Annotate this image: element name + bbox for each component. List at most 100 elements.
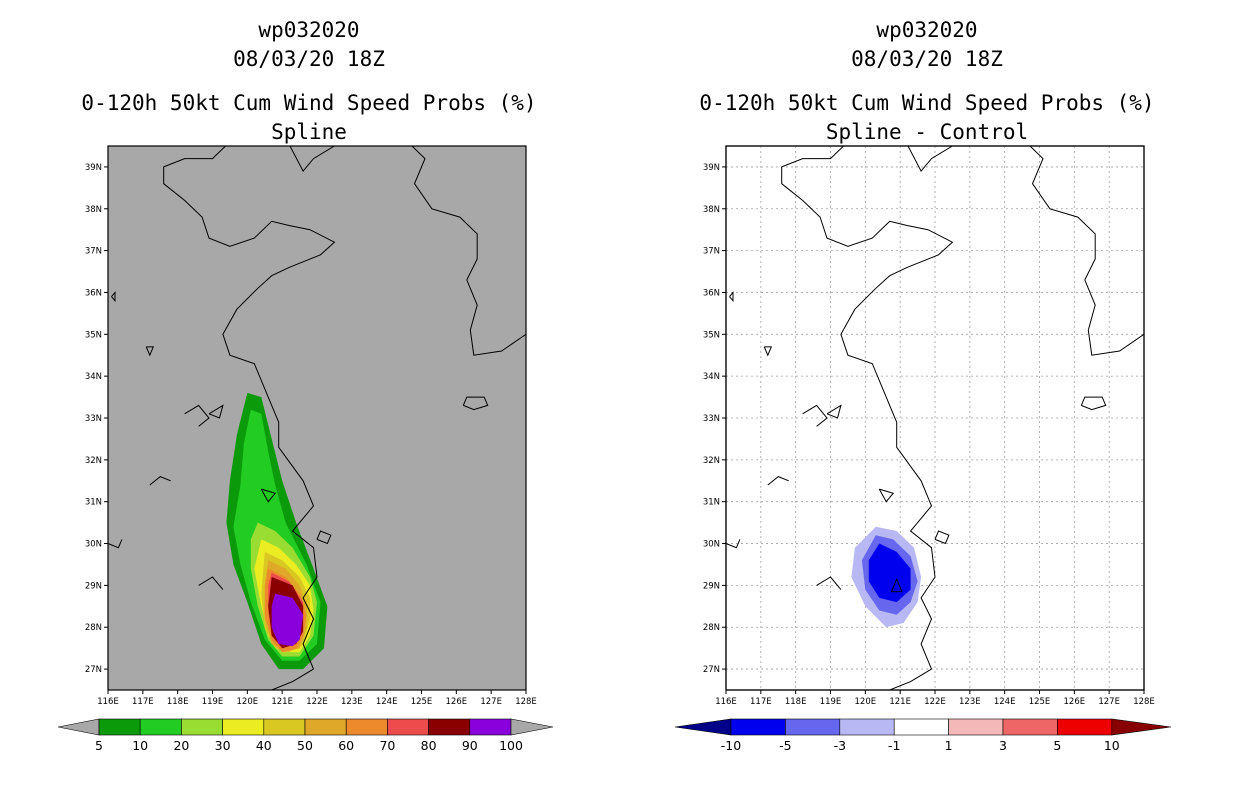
y-tick-label: 33N bbox=[703, 414, 720, 424]
y-tick-label: 31N bbox=[85, 498, 102, 508]
island bbox=[878, 488, 895, 503]
plot-frame-top bbox=[725, 145, 1145, 691]
x-tick-label: 125E bbox=[1029, 697, 1051, 707]
plot-frame bbox=[107, 145, 527, 691]
left-title: 0-120h 50kt Cum Wind Speed Probs (%) bbox=[81, 91, 537, 115]
island bbox=[826, 404, 842, 419]
colorbar-label: 30 bbox=[215, 738, 231, 753]
probability-field bbox=[226, 392, 328, 670]
colorbar-swatch bbox=[428, 718, 471, 736]
lake-outline bbox=[107, 539, 123, 549]
x-tick-label: 126E bbox=[446, 697, 468, 707]
island bbox=[1080, 396, 1107, 411]
colorbar-label: 80 bbox=[421, 738, 437, 753]
y-tick-label: 37N bbox=[703, 247, 720, 257]
colorbar-swatch bbox=[469, 718, 512, 736]
x-tick-label: 122E bbox=[924, 697, 946, 707]
colorbar-left-arrow bbox=[57, 718, 100, 736]
colorbar-label: 5 bbox=[1053, 738, 1061, 753]
coastlines bbox=[725, 146, 1144, 690]
x-tick-label: 117E bbox=[750, 697, 772, 707]
lake-outline bbox=[816, 576, 842, 590]
colorbar-swatch bbox=[345, 718, 388, 736]
lake-outline bbox=[725, 539, 741, 549]
x-tick-label: 123E bbox=[341, 697, 363, 707]
colorbar-swatch bbox=[181, 718, 223, 736]
coastlines bbox=[107, 146, 526, 690]
right-map-svg: 116E 117E 118E 119E 120E 121E 122E 123E 124E 125E… bbox=[674, 145, 1172, 753]
coastline-korea bbox=[907, 146, 1144, 356]
x-tick-label: 128E bbox=[1133, 697, 1155, 707]
island bbox=[763, 346, 773, 357]
x-tick-label: 121E bbox=[271, 697, 293, 707]
left-subtitle: Spline bbox=[271, 120, 347, 144]
axes: 116E 117E 118E 119E 120E 121E 122E 123E 124E 125E… bbox=[85, 145, 537, 707]
colorbar-right-arrow bbox=[1111, 718, 1172, 736]
x-tick-label: 116E bbox=[97, 697, 119, 707]
island bbox=[729, 291, 734, 303]
colorbar-label: 70 bbox=[379, 738, 395, 753]
colorbar-swatch bbox=[263, 718, 306, 736]
colorbar-label: 100 bbox=[499, 738, 523, 753]
y-tick-label: 38N bbox=[703, 205, 720, 215]
x-tick-label: 127E bbox=[1098, 697, 1120, 707]
x-tick-label: 121E bbox=[889, 697, 911, 707]
coastline-south bbox=[271, 668, 314, 690]
left-storm-id: wp032020 bbox=[258, 18, 360, 42]
colorbar-label: 60 bbox=[338, 738, 354, 753]
y-tick-label: 28N bbox=[85, 623, 102, 633]
x-tick-label: 122E bbox=[306, 697, 328, 707]
colorbar-swatch bbox=[304, 718, 347, 736]
coastline-south bbox=[889, 668, 932, 690]
colorbar-label: 5 bbox=[95, 738, 103, 753]
y-tick-label: 27N bbox=[703, 665, 720, 675]
y-tick-label: 34N bbox=[703, 372, 720, 382]
island bbox=[260, 488, 277, 503]
lake-outline bbox=[184, 404, 210, 427]
y-tick-label: 39N bbox=[703, 163, 720, 173]
x-tick-label: 124E bbox=[994, 697, 1016, 707]
colorbar-label: 10 bbox=[1104, 738, 1120, 753]
x-tick-label: 127E bbox=[480, 697, 502, 707]
colorbar-label: 10 bbox=[132, 738, 148, 753]
colorbar-swatch bbox=[948, 718, 1004, 736]
lake-outline bbox=[802, 404, 828, 427]
y-tick-label: 28N bbox=[703, 623, 720, 633]
colorbar-label: 20 bbox=[173, 738, 189, 753]
y-tick-label: 29N bbox=[703, 581, 720, 591]
left-chart-panel: wp032020 08/03/20 18Z 0-120h 50kt Cum Wi… bbox=[57, 18, 554, 753]
y-tick-label: 38N bbox=[85, 205, 102, 215]
colorbar-label: -3 bbox=[834, 738, 846, 753]
island bbox=[111, 291, 116, 303]
y-tick-label: 36N bbox=[85, 288, 102, 298]
right-subtitle: Spline - Control bbox=[825, 120, 1029, 144]
y-tick-label: 33N bbox=[85, 414, 102, 424]
y-tick-label: 30N bbox=[85, 540, 102, 550]
right-chart-panel: wp032020 08/03/20 18Z 0-120h 50kt Cum Wi… bbox=[618, 0, 1236, 800]
colorbar: 5 10 20 30 40 50 60 70 80 90 100 bbox=[57, 718, 554, 753]
x-tick-label: 120E bbox=[855, 697, 877, 707]
y-tick-label: 34N bbox=[85, 372, 102, 382]
right-title: 0-120h 50kt Cum Wind Speed Probs (%) bbox=[699, 91, 1155, 115]
x-tick-label: 128E bbox=[515, 697, 537, 707]
coastline-korea bbox=[289, 146, 526, 356]
colorbar-label: 90 bbox=[462, 738, 478, 753]
island bbox=[208, 404, 224, 419]
left-map-svg: 116E 117E 118E 119E 120E 121E 122E 123E 124E 125E… bbox=[57, 145, 554, 753]
lake-outline bbox=[198, 576, 224, 590]
colorbar-left-arrow bbox=[674, 718, 732, 736]
colorbar-label: 1 bbox=[945, 738, 953, 753]
x-tick-label: 116E bbox=[715, 697, 737, 707]
x-tick-label: 118E bbox=[167, 697, 189, 707]
coastline-china bbox=[781, 146, 954, 670]
y-tick-label: 30N bbox=[703, 540, 720, 550]
colorbar-label: 40 bbox=[256, 738, 272, 753]
x-tick-label: 124E bbox=[376, 697, 398, 707]
diff-contour bbox=[875, 551, 904, 594]
y-tick-label: 29N bbox=[85, 581, 102, 591]
colorbar-swatch bbox=[1057, 718, 1113, 736]
colorbar: -10 -5 -3 -1 1 3 5 10 bbox=[674, 718, 1172, 753]
prob-contour-90 bbox=[271, 593, 304, 647]
left-datetime: 08/03/20 18Z bbox=[233, 47, 385, 71]
storm-marker bbox=[890, 577, 903, 593]
